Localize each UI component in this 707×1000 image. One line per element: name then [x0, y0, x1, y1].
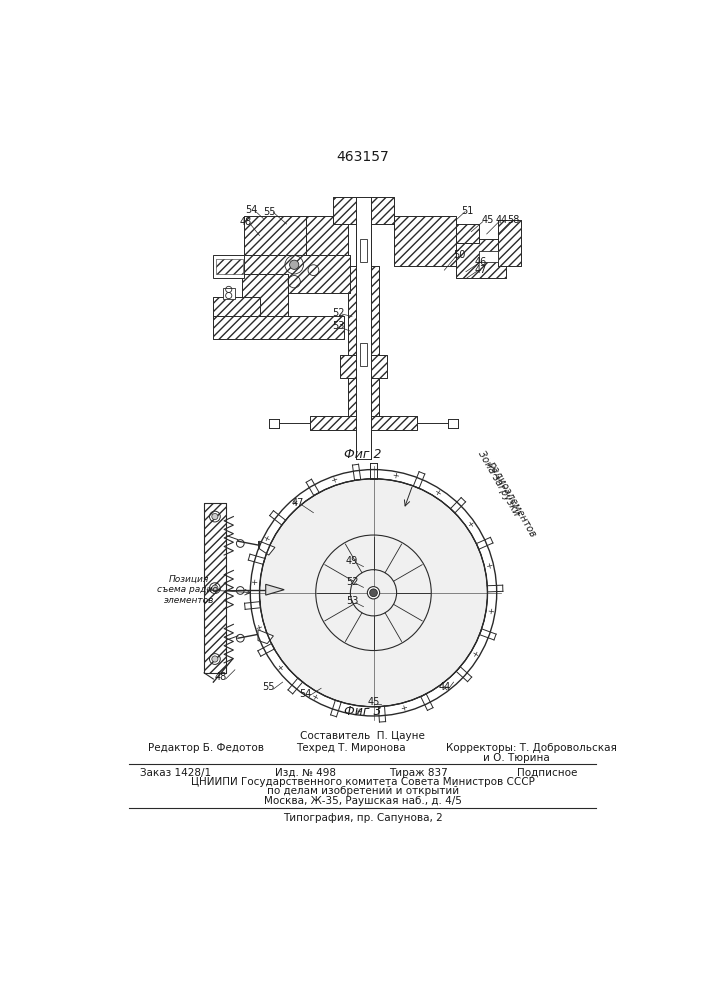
- Bar: [348, 378, 379, 420]
- Text: 46: 46: [474, 257, 486, 267]
- Text: 54: 54: [300, 689, 312, 699]
- Text: Фиг 2: Фиг 2: [344, 448, 382, 461]
- Circle shape: [368, 587, 380, 599]
- Polygon shape: [259, 541, 275, 555]
- Bar: [305, 216, 348, 266]
- Bar: [244, 216, 305, 266]
- Bar: [242, 274, 288, 328]
- Text: по делам изобретений и открытий: по делам изобретений и открытий: [267, 786, 459, 796]
- Bar: [357, 197, 371, 224]
- Text: Заказ 1428/1: Заказ 1428/1: [140, 768, 211, 778]
- Bar: [456, 224, 479, 243]
- Bar: [333, 197, 395, 224]
- Bar: [340, 355, 387, 378]
- Text: 53: 53: [332, 321, 344, 331]
- Text: ЦНИИПИ Государственного комитета Совета Министров СССР: ЦНИИПИ Государственного комитета Совета …: [191, 777, 534, 787]
- Bar: [356, 430, 371, 444]
- Text: 44: 44: [496, 215, 508, 225]
- Polygon shape: [258, 630, 274, 644]
- Text: 45: 45: [368, 697, 380, 707]
- Bar: [242, 255, 350, 293]
- Bar: [242, 274, 288, 328]
- Text: Типография, пр. Сапунова, 2: Типография, пр. Сапунова, 2: [283, 813, 443, 823]
- Circle shape: [259, 479, 487, 707]
- Bar: [310, 416, 417, 430]
- Bar: [214, 297, 259, 316]
- Circle shape: [212, 656, 218, 662]
- Bar: [214, 316, 344, 339]
- Text: 48: 48: [215, 672, 227, 682]
- Bar: [456, 239, 506, 278]
- Bar: [244, 216, 305, 266]
- Bar: [348, 378, 379, 420]
- Bar: [361, 239, 366, 262]
- Bar: [310, 416, 417, 430]
- Text: Техред Т. Миронова: Техред Т. Миронова: [296, 743, 406, 753]
- Text: радиоэлементов: радиоэлементов: [486, 459, 538, 539]
- Text: 50: 50: [454, 250, 466, 260]
- Text: Корректоры: Т. Добровольская: Корректоры: Т. Добровольская: [446, 743, 617, 753]
- Text: и О. Тюрина: и О. Тюрина: [483, 753, 549, 763]
- Text: Тираж 837: Тираж 837: [389, 768, 448, 778]
- Text: 47: 47: [474, 265, 486, 275]
- Text: 55: 55: [262, 682, 275, 692]
- Text: 52: 52: [346, 577, 358, 587]
- Text: 48: 48: [240, 217, 252, 227]
- Text: Редактор Б. Федотов: Редактор Б. Федотов: [148, 743, 264, 753]
- Circle shape: [212, 585, 218, 591]
- Bar: [214, 255, 244, 278]
- Bar: [214, 297, 259, 316]
- Text: Изд. № 498: Изд. № 498: [275, 768, 336, 778]
- Bar: [498, 220, 521, 266]
- Text: 58: 58: [508, 215, 520, 225]
- Text: 463157: 463157: [337, 150, 389, 164]
- Bar: [204, 503, 226, 673]
- Bar: [356, 197, 371, 459]
- Circle shape: [370, 589, 378, 597]
- Circle shape: [212, 513, 218, 520]
- Bar: [214, 316, 344, 339]
- Bar: [456, 239, 506, 278]
- Bar: [361, 343, 366, 366]
- Text: 54: 54: [245, 205, 257, 215]
- Text: 52: 52: [332, 308, 344, 318]
- Bar: [348, 266, 379, 355]
- Text: 45: 45: [481, 215, 493, 225]
- Text: 55: 55: [263, 207, 276, 217]
- Text: 49: 49: [346, 556, 358, 566]
- Text: Составитель  П. Цауне: Составитель П. Цауне: [300, 731, 425, 741]
- Bar: [216, 259, 243, 274]
- Bar: [479, 251, 498, 262]
- Bar: [242, 255, 350, 293]
- Bar: [223, 288, 235, 299]
- Bar: [305, 216, 348, 266]
- Bar: [395, 216, 456, 266]
- Bar: [204, 503, 226, 673]
- Circle shape: [290, 260, 299, 269]
- Text: Москва, Ж-35, Раушская наб., д. 4/5: Москва, Ж-35, Раушская наб., д. 4/5: [264, 796, 462, 806]
- Text: 51: 51: [461, 206, 474, 216]
- Text: 47: 47: [292, 498, 304, 508]
- Bar: [359, 444, 368, 452]
- Text: Подписное: Подписное: [518, 768, 578, 778]
- Bar: [333, 197, 395, 224]
- Bar: [498, 220, 521, 266]
- Bar: [348, 266, 379, 355]
- Text: 44: 44: [438, 682, 450, 692]
- Bar: [340, 355, 387, 378]
- Text: Фиг 3: Фиг 3: [344, 705, 382, 718]
- Polygon shape: [266, 584, 284, 595]
- Bar: [456, 224, 479, 243]
- Text: Зона загрузки: Зона загрузки: [476, 449, 521, 518]
- Text: 53: 53: [346, 596, 358, 606]
- Bar: [395, 216, 456, 266]
- Text: Позиция
съема радио-
элементов: Позиция съема радио- элементов: [157, 575, 221, 605]
